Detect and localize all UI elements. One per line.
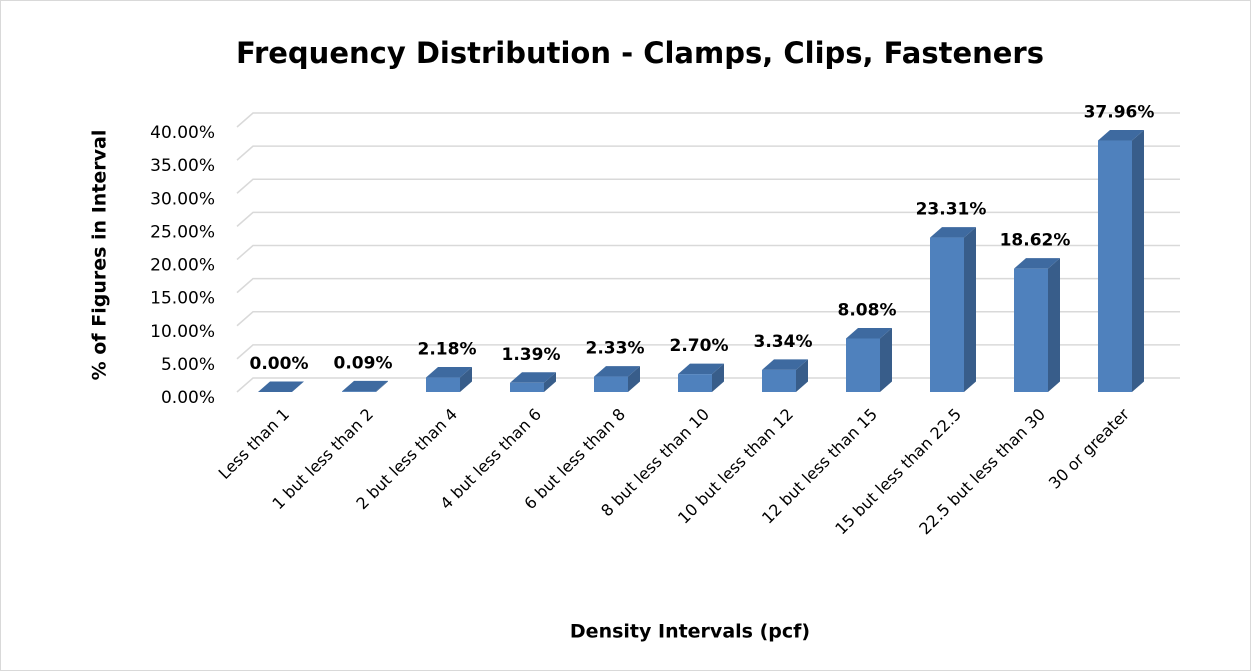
bar-side — [964, 227, 976, 392]
bar — [1098, 140, 1132, 392]
x-axis-title: Density Intervals (pcf) — [570, 621, 810, 643]
y-tick-label: 25.00% — [150, 222, 215, 242]
bar-top — [930, 227, 976, 238]
bar-top — [258, 381, 304, 392]
bar — [510, 382, 544, 392]
value-label: 8.08% — [838, 300, 897, 320]
y-tick-label: 10.00% — [150, 322, 215, 342]
y-tick-label: 20.00% — [150, 256, 215, 276]
y-axis-title: % of Figures in Interval — [89, 130, 111, 381]
chart-title: Frequency Distribution - Clamps, Clips, … — [236, 36, 1044, 70]
bar — [426, 377, 460, 392]
value-label: 2.70% — [670, 336, 729, 356]
grid-line — [236, 311, 1180, 327]
value-label: 18.62% — [1000, 231, 1071, 251]
value-label: 2.33% — [586, 339, 645, 359]
bar-top — [1098, 130, 1144, 141]
grid-line — [236, 244, 1180, 261]
bar — [594, 376, 628, 392]
bar-top — [762, 359, 808, 370]
value-label: 3.34% — [754, 332, 813, 352]
grid-line — [236, 277, 1180, 294]
value-label: 23.31% — [916, 200, 987, 220]
bar-side — [544, 372, 556, 392]
bar-side — [628, 366, 640, 392]
bar — [846, 338, 880, 392]
y-tick-label: 0.00% — [161, 388, 215, 408]
y-tick-label: 5.00% — [161, 355, 215, 375]
bar — [762, 369, 796, 392]
value-label: 1.39% — [502, 345, 561, 365]
value-label: 0.00% — [250, 354, 309, 374]
value-label: 37.96% — [1084, 103, 1155, 123]
y-tick-label: 15.00% — [150, 289, 215, 309]
bar-side — [880, 327, 892, 392]
y-tick-label: 40.00% — [150, 123, 215, 143]
bar-top — [594, 366, 640, 377]
bar — [930, 237, 964, 392]
value-label: 2.18% — [418, 340, 477, 360]
grid-line — [236, 112, 1180, 128]
y-tick-label: 30.00% — [150, 189, 215, 209]
bar — [342, 391, 376, 392]
bar-side — [460, 367, 472, 392]
bar-side — [376, 380, 388, 392]
grid-line — [236, 145, 1180, 161]
bar — [1014, 268, 1048, 392]
bar-top — [1014, 258, 1060, 269]
grid-line — [236, 211, 1180, 227]
bar-top — [846, 327, 892, 339]
bar-top — [510, 372, 556, 383]
bar-side — [1048, 258, 1060, 392]
bar-top — [426, 367, 472, 378]
y-tick-label: 35.00% — [150, 156, 215, 176]
bar-top — [678, 363, 724, 375]
bar-top — [342, 380, 388, 392]
bar-side — [796, 359, 808, 392]
bar — [678, 374, 712, 392]
grid-line — [236, 178, 1180, 194]
value-label: 0.09% — [334, 353, 393, 373]
bar-side — [1132, 130, 1144, 392]
bar-side — [712, 363, 724, 392]
